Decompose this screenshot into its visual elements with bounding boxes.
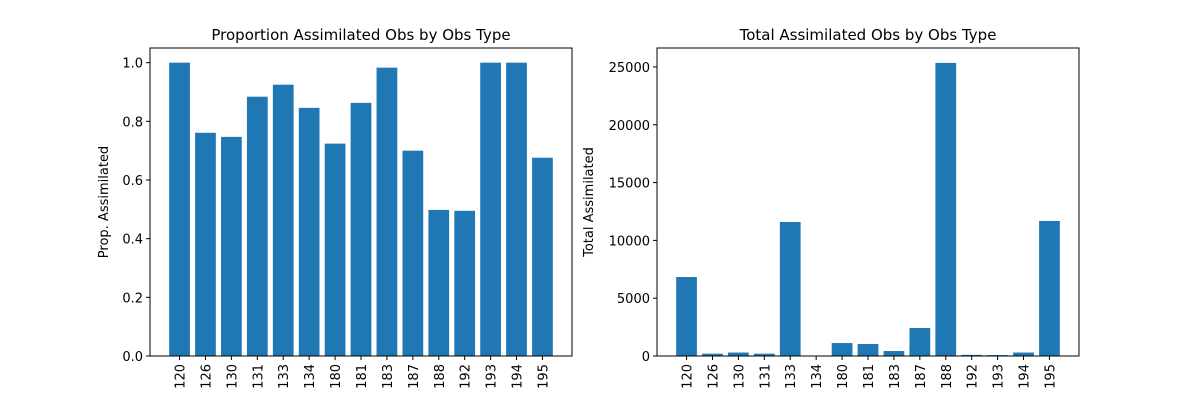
x-tick-label: 120 (174, 364, 189, 389)
x-tick-label: 131 (758, 364, 773, 389)
x-tick-label: 180 (836, 364, 851, 389)
bar (961, 354, 983, 356)
y-tick-label: 1.0 (122, 57, 143, 72)
bar (831, 343, 853, 356)
x-tick-label: 192 (966, 364, 981, 389)
y-tick-label: 0.6 (122, 174, 143, 189)
y-tick-label: 20000 (609, 119, 650, 134)
axes-frame (149, 47, 573, 357)
x-tick-label: 126 (706, 364, 721, 389)
bar (753, 353, 775, 356)
chart-title: Total Assimilated Obs by Obs Type (739, 26, 997, 44)
bar (728, 352, 749, 356)
bar (272, 84, 294, 357)
y-axis-label: Prop. Assimilated (97, 146, 112, 258)
x-tick-label: 131 (251, 364, 266, 389)
y-tick-label: 5000 (617, 292, 650, 307)
bar (779, 222, 801, 356)
bar (402, 150, 424, 356)
bar (324, 143, 346, 356)
x-tick-label: 195 (536, 364, 551, 389)
bar (676, 277, 697, 356)
x-tick-label: 181 (862, 364, 877, 389)
x-tick-label: 134 (810, 364, 825, 389)
bar (246, 96, 268, 357)
x-tick-label: 133 (784, 364, 799, 389)
bar (857, 343, 879, 356)
bar (350, 102, 372, 356)
y-tick-label: 10000 (609, 234, 650, 249)
bar (169, 62, 190, 357)
chart-title: Proportion Assimilated Obs by Obs Type (211, 26, 510, 44)
x-tick-label: 188 (940, 364, 955, 389)
bar (298, 107, 320, 356)
bar (195, 132, 216, 356)
bar (376, 67, 398, 357)
bar (1039, 220, 1060, 356)
y-tick-label: 0 (642, 350, 650, 365)
x-tick-label: 120 (681, 364, 696, 389)
x-tick-label: 194 (511, 364, 526, 389)
x-tick-label: 193 (992, 364, 1007, 389)
x-tick-label: 183 (888, 364, 903, 389)
y-tick-label: 25000 (609, 61, 650, 76)
bar (480, 62, 501, 357)
y-tick-label: 0.0 (122, 350, 143, 365)
x-tick-label: 187 (914, 364, 929, 389)
x-tick-label: 195 (1043, 364, 1058, 389)
x-tick-label: 126 (199, 364, 214, 389)
x-tick-label: 192 (459, 364, 474, 389)
bar (702, 353, 723, 356)
y-tick-label: 0.2 (122, 291, 143, 306)
bar (883, 351, 905, 356)
x-tick-label: 194 (1018, 364, 1033, 389)
y-tick-label: 0.8 (122, 115, 143, 130)
x-tick-label: 193 (485, 364, 500, 389)
bar (1013, 352, 1034, 356)
x-tick-label: 188 (433, 364, 448, 389)
bar (909, 328, 931, 356)
bar (428, 209, 450, 356)
x-tick-label: 130 (732, 364, 747, 389)
x-tick-label: 130 (225, 364, 240, 389)
x-tick-label: 181 (355, 364, 370, 389)
x-tick-label: 187 (407, 364, 422, 389)
x-tick-label: 183 (381, 364, 396, 389)
y-tick-label: 0.4 (122, 233, 143, 248)
bar (935, 62, 957, 356)
axes-frame (656, 47, 1080, 357)
x-tick-label: 134 (303, 364, 318, 389)
bar (221, 136, 242, 356)
y-axis-label: Total Assimilated (582, 147, 597, 258)
x-tick-label: 180 (329, 364, 344, 389)
bar (454, 210, 476, 356)
bar (532, 157, 553, 356)
y-tick-label: 15000 (609, 177, 650, 192)
bar (506, 62, 527, 357)
x-tick-label: 133 (277, 364, 292, 389)
